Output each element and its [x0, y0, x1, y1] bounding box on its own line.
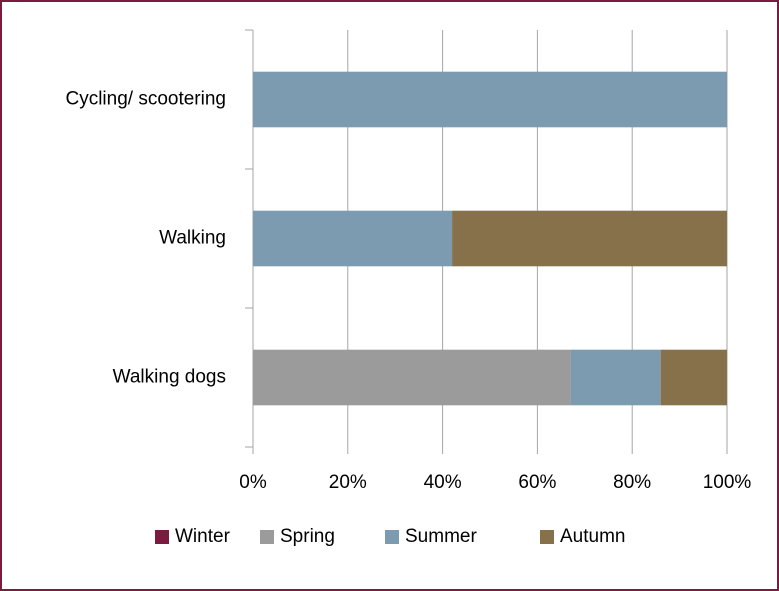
y-tick-label: Walking — [159, 228, 226, 249]
legend-label: Winter — [175, 526, 231, 547]
bar-segment — [452, 210, 727, 267]
x-tick-label: 40% — [424, 472, 462, 493]
x-tick-label: 100% — [703, 472, 752, 493]
y-tick-label: Cycling/ scootering — [65, 89, 226, 110]
legend-label: Autumn — [560, 526, 625, 547]
x-tick-label: 20% — [329, 472, 367, 493]
x-tick-label: 0% — [239, 472, 267, 493]
bar-segment — [253, 71, 727, 128]
legend-swatch — [385, 530, 399, 544]
legend-label: Summer — [405, 526, 477, 547]
bar-segment — [660, 349, 727, 406]
legend-swatch — [540, 530, 554, 544]
bar-segment — [253, 349, 571, 406]
bar-segment — [253, 210, 453, 267]
y-tick-label: Walking dogs — [113, 367, 226, 388]
bar-segment — [570, 349, 661, 406]
legend-swatch — [260, 530, 274, 544]
x-tick-label: 60% — [518, 472, 556, 493]
legend-swatch — [155, 530, 169, 544]
legend-label: Spring — [280, 526, 335, 547]
x-tick-label: 80% — [613, 472, 651, 493]
